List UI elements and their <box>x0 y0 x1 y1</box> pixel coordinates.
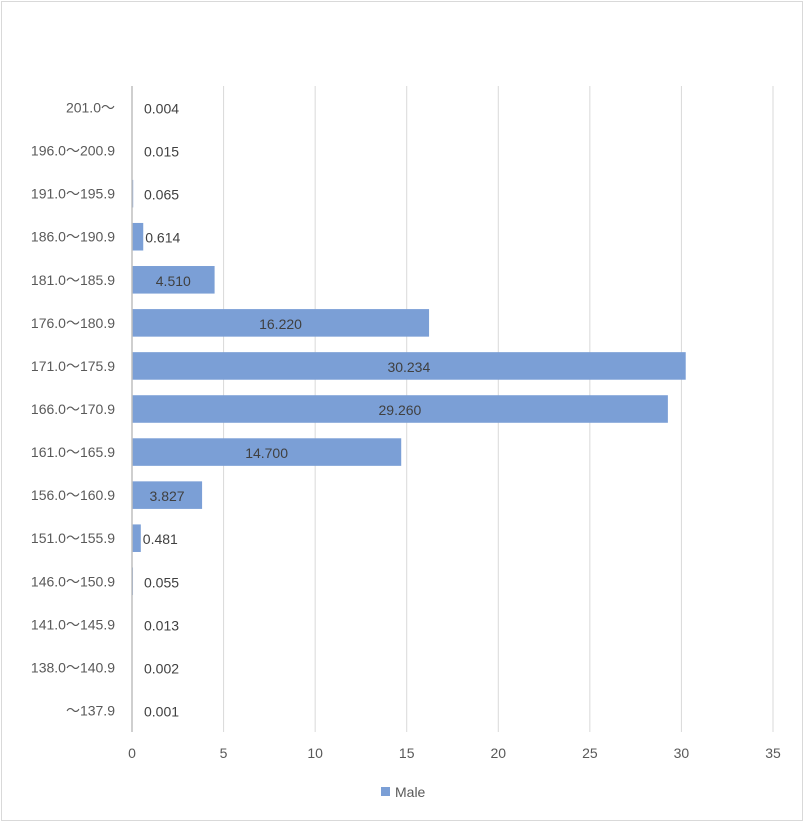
data-label: 0.001 <box>144 703 179 719</box>
tick-label-15: 15 <box>399 745 415 761</box>
bar <box>132 309 430 337</box>
data-label: 0.013 <box>144 617 179 633</box>
tick-label-0: 0 <box>128 745 136 761</box>
category-label: ～137.9 <box>66 702 115 718</box>
category-label: 196.0～200.9 <box>31 143 115 159</box>
tick-label-5: 5 <box>220 745 228 761</box>
data-label: 29.260 <box>379 402 422 418</box>
bars <box>132 179 686 596</box>
legend-label-male: Male <box>395 784 426 800</box>
tick-label-10: 10 <box>307 745 323 761</box>
bar <box>132 179 134 208</box>
bar <box>132 395 668 423</box>
bar <box>132 524 141 552</box>
category-label: 181.0～185.9 <box>31 272 115 288</box>
data-label: 0.015 <box>144 144 179 160</box>
data-label: 4.510 <box>156 273 191 289</box>
category-label: 201.0～ <box>66 100 115 116</box>
data-label: 0.614 <box>145 230 180 246</box>
category-label: 171.0～175.9 <box>31 358 115 374</box>
legend: Male <box>381 784 426 800</box>
bar <box>132 438 402 466</box>
data-label: 16.220 <box>259 316 302 332</box>
data-label: 3.827 <box>150 488 185 504</box>
category-label: 146.0～150.9 <box>31 573 115 589</box>
tick-label-30: 30 <box>674 745 690 761</box>
category-label: 156.0～160.9 <box>31 487 115 503</box>
value-tick-labels: 0 5 10 15 20 25 30 35 <box>128 745 781 761</box>
category-label: 151.0～155.9 <box>31 530 115 546</box>
data-label: 0.481 <box>143 531 178 547</box>
category-label: 141.0～145.9 <box>31 616 115 632</box>
tick-label-25: 25 <box>582 745 598 761</box>
data-label: 30.234 <box>387 359 430 375</box>
bar <box>132 481 203 509</box>
category-label: 191.0～195.9 <box>31 186 115 202</box>
category-labels: 201.0～ 196.0～200.9 191.0～195.9 186.0～190.9 1… <box>31 100 115 719</box>
data-label: 14.700 <box>245 445 288 461</box>
category-label: 166.0～170.9 <box>31 401 115 417</box>
data-label: 0.002 <box>144 660 179 676</box>
tick-label-35: 35 <box>765 745 781 761</box>
tick-label-20: 20 <box>490 745 506 761</box>
bar <box>132 266 215 294</box>
bar <box>132 352 686 380</box>
category-label: 138.0～140.9 <box>31 659 115 675</box>
data-label: 0.055 <box>144 574 179 590</box>
data-label: 0.004 <box>144 101 179 117</box>
category-label: 176.0～180.9 <box>31 315 115 331</box>
data-label: 0.065 <box>144 187 179 203</box>
category-label: 186.0～190.9 <box>31 229 115 245</box>
bar <box>132 567 134 596</box>
legend-swatch-male <box>381 787 390 796</box>
bar <box>132 222 144 251</box>
data-labels: 0.004 0.015 0.065 0.614 4.510 16.220 30.234 29.… <box>143 101 431 720</box>
category-label: 161.0～165.9 <box>31 444 115 460</box>
